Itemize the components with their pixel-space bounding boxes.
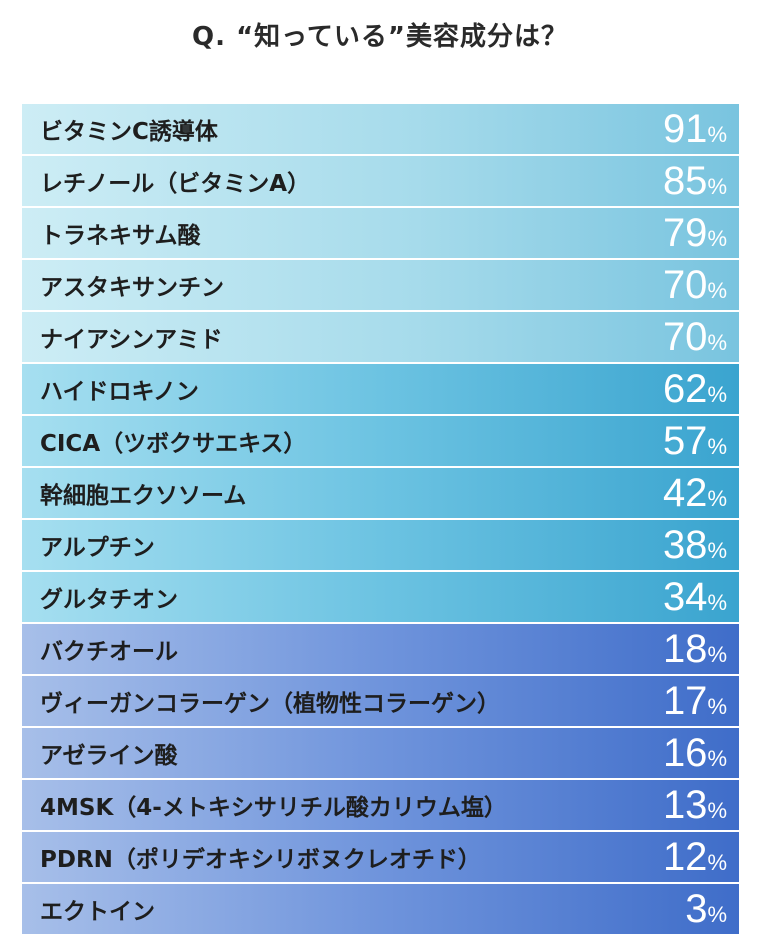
bar-row: バクチオール 18% — [22, 624, 739, 674]
percent-sign: % — [707, 434, 727, 459]
percent-sign: % — [707, 590, 727, 615]
category-label: ナイアシンアミド — [40, 327, 223, 353]
bar-row: ヴィーガンコラーゲン（植物性コラーゲン） 17% — [22, 676, 739, 726]
bar-row: レチノール（ビタミンA） 85% — [22, 156, 739, 206]
bar-row: CICA（ツボクサエキス） 57% — [22, 416, 739, 466]
chart-title: Q. “知っている”美容成分は？ — [192, 22, 568, 52]
value-label: 57% — [663, 421, 739, 461]
percent-sign: % — [707, 798, 727, 823]
value-number: 57 — [662, 419, 708, 463]
bar-row: アゼライン酸 16% — [22, 728, 739, 778]
value-label: 79% — [663, 213, 739, 253]
bar-row: アスタキサンチン 70% — [22, 260, 739, 310]
percent-sign: % — [707, 122, 727, 147]
value-number: 42 — [662, 471, 708, 515]
value-label: 3% — [685, 889, 739, 929]
value-number: 91 — [662, 107, 708, 151]
category-label: トラネキサム酸 — [40, 223, 201, 249]
chart-body: ビタミンC誘導体 91% レチノール（ビタミンA） 85% トラネキサム酸 79% アスタキ… — [22, 104, 739, 936]
category-label: アルプチン — [40, 535, 155, 561]
value-label: 62% — [663, 369, 739, 409]
percent-sign: % — [707, 278, 727, 303]
value-label: 18% — [663, 629, 739, 669]
value-number: 16 — [662, 731, 708, 775]
value-label: 42% — [663, 473, 739, 513]
percent-sign: % — [707, 902, 727, 927]
category-label: 幹細胞エクソソーム — [40, 483, 247, 509]
value-label: 38% — [663, 525, 739, 565]
bar-row: ビタミンC誘導体 91% — [22, 104, 739, 154]
value-label: 12% — [663, 837, 739, 877]
value-number: 13 — [662, 783, 708, 827]
value-label: 34% — [663, 577, 739, 617]
value-label: 91% — [663, 109, 739, 149]
percent-sign: % — [707, 850, 727, 875]
bar-row: ナイアシンアミド 70% — [22, 312, 739, 362]
percent-sign: % — [707, 382, 727, 407]
value-label: 70% — [663, 265, 739, 305]
value-number: 3 — [685, 887, 708, 931]
category-label: PDRN（ポリデオキシリボヌクレオチド） — [40, 847, 481, 873]
bar-row: グルタチオン 34% — [22, 572, 739, 622]
percent-sign: % — [707, 694, 727, 719]
bar-row: アルプチン 38% — [22, 520, 739, 570]
bar-row: トラネキサム酸 79% — [22, 208, 739, 258]
value-number: 38 — [662, 523, 708, 567]
value-label: 13% — [663, 785, 739, 825]
percent-sign: % — [707, 642, 727, 667]
category-label: バクチオール — [40, 639, 178, 665]
value-number: 70 — [662, 263, 708, 307]
percent-sign: % — [707, 174, 727, 199]
value-label: 70% — [663, 317, 739, 357]
value-label: 17% — [663, 681, 739, 721]
category-label: アスタキサンチン — [40, 275, 224, 301]
category-label: 4MSK（4-メトキシサリチル酸カリウム塩） — [40, 795, 507, 821]
value-number: 85 — [662, 159, 708, 203]
value-label: 16% — [663, 733, 739, 773]
value-number: 79 — [662, 211, 708, 255]
category-label: エクトイン — [40, 899, 155, 925]
bar-row: 幹細胞エクソソーム 42% — [22, 468, 739, 518]
bar-row: PDRN（ポリデオキシリボヌクレオチド） 12% — [22, 832, 739, 882]
category-label: レチノール（ビタミンA） — [40, 171, 311, 197]
percent-sign: % — [707, 538, 727, 563]
bar-row: エクトイン 3% — [22, 884, 739, 934]
value-number: 17 — [662, 679, 708, 723]
value-number: 34 — [662, 575, 708, 619]
bar-row: 4MSK（4-メトキシサリチル酸カリウム塩） 13% — [22, 780, 739, 830]
category-label: ヴィーガンコラーゲン（植物性コラーゲン） — [40, 691, 500, 717]
category-label: アゼライン酸 — [40, 743, 178, 769]
bar-row: ハイドロキノン 62% — [22, 364, 739, 414]
value-number: 70 — [662, 315, 708, 359]
value-number: 12 — [662, 835, 708, 879]
value-label: 85% — [663, 161, 739, 201]
category-label: グルタチオン — [40, 587, 178, 613]
category-label: ハイドロキノン — [40, 379, 199, 405]
category-label: CICA（ツボクサエキス） — [40, 431, 307, 457]
percent-sign: % — [707, 330, 727, 355]
category-label: ビタミンC誘導体 — [40, 119, 218, 145]
percent-sign: % — [707, 226, 727, 251]
value-number: 18 — [662, 627, 708, 671]
percent-sign: % — [707, 486, 727, 511]
percent-sign: % — [707, 746, 727, 771]
value-number: 62 — [662, 367, 708, 411]
